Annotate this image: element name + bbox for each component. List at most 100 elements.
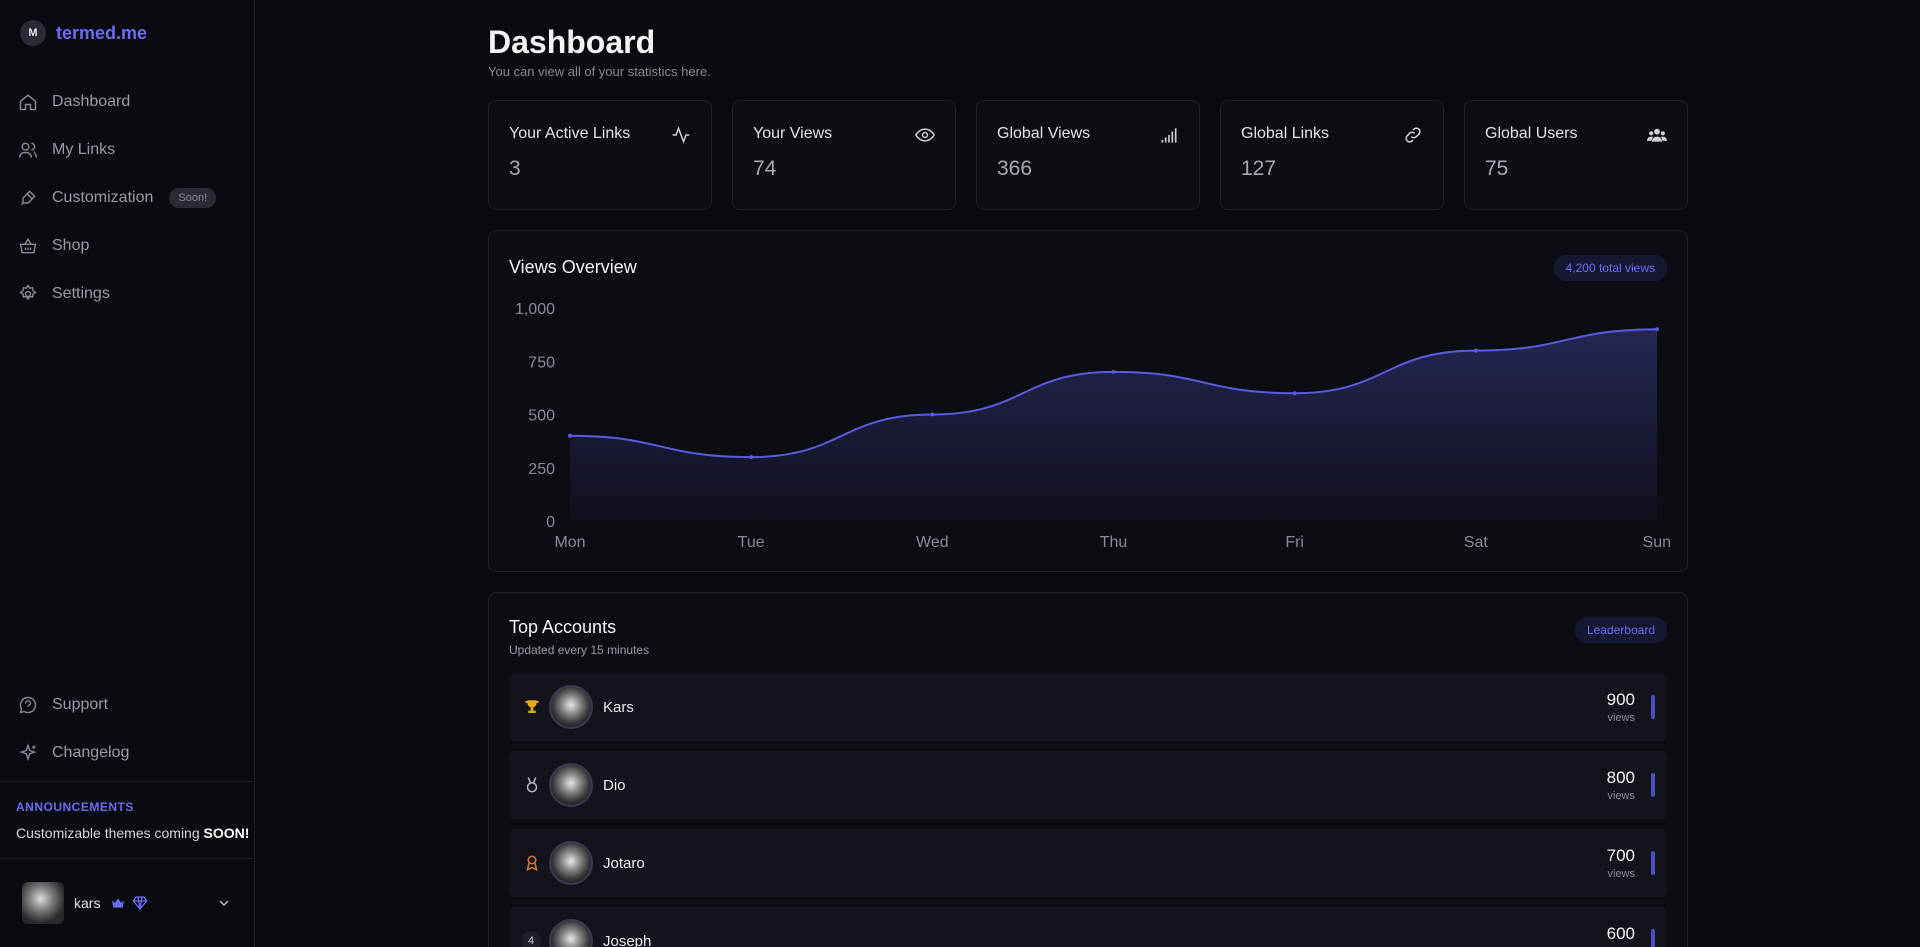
views-count: 800 xyxy=(1606,768,1635,787)
chart-point-tue[interactable] xyxy=(749,455,754,460)
sparkle-icon xyxy=(19,743,37,762)
chart-point-sat[interactable] xyxy=(1473,348,1478,353)
account-name: Dio xyxy=(603,776,626,794)
crown-icon xyxy=(112,898,125,908)
x-tick-label-mon: Mon xyxy=(554,534,585,551)
sidebar-item-dashboard[interactable]: Dashboard xyxy=(18,78,238,126)
stats-row: Your Active Links 3 Your Views 74 Global… xyxy=(488,100,1688,210)
stat-value: 366 xyxy=(997,157,1033,180)
views-label: views xyxy=(1607,790,1635,802)
user-name: kars xyxy=(74,895,101,911)
avatar xyxy=(549,685,593,729)
sidebar-item-label: Changelog xyxy=(52,744,130,761)
stat-card-global-users: Global Users 75 xyxy=(1464,100,1688,210)
sidebar-item-settings[interactable]: Settings xyxy=(18,270,238,318)
home-icon xyxy=(19,94,37,111)
y-tick-label: 500 xyxy=(528,408,555,425)
sidebar-item-label: Shop xyxy=(52,237,90,254)
sidebar-nav: Dashboard My Links Customization Soon! S… xyxy=(18,78,238,318)
x-tick-label-fri: Fri xyxy=(1285,534,1304,551)
x-tick-label-sat: Sat xyxy=(1464,534,1489,551)
gem-icon xyxy=(132,896,148,911)
chevron-down-icon[interactable] xyxy=(216,895,232,911)
avatar xyxy=(549,763,593,807)
views-overview-title: Views Overview xyxy=(509,257,637,277)
list-item[interactable]: 4 Joseph 600 views xyxy=(509,907,1667,947)
views-chart: 0 250 500 750 1,000 Mon Tue Wed Thu Fri Sat Sun xyxy=(515,301,1671,551)
avatar xyxy=(549,841,593,885)
list-item[interactable]: Dio 800 views xyxy=(509,751,1667,819)
brand-name: termed.me xyxy=(56,22,148,43)
account-name: Jotaro xyxy=(603,854,645,872)
views-label: views xyxy=(1607,712,1635,724)
chart-point-fri[interactable] xyxy=(1292,391,1297,396)
chart-point-wed[interactable] xyxy=(930,412,935,417)
views-overview-card: Views Overview 4,200 total views 0 250 500… xyxy=(488,230,1688,572)
sidebar-item-changelog[interactable]: Changelog xyxy=(18,729,238,777)
avatar xyxy=(549,919,593,947)
sidebar: M termed.me Dashboard My Links Customiza… xyxy=(0,0,255,947)
stat-label: Global Views xyxy=(997,125,1091,142)
stat-value: 75 xyxy=(1485,157,1509,180)
list-item[interactable]: Kars 900 views xyxy=(509,673,1667,741)
y-tick-label: 1,000 xyxy=(515,301,555,318)
sidebar-item-support[interactable]: Support xyxy=(18,681,238,729)
x-tick-label-wed: Wed xyxy=(916,534,949,551)
top-accounts-card: Top Accounts Updated every 15 minutes Le… xyxy=(488,592,1688,947)
account-name: Joseph xyxy=(603,932,652,947)
user-badges xyxy=(110,895,148,911)
stat-label: Your Active Links xyxy=(509,125,631,142)
y-tick-label: 250 xyxy=(528,461,555,478)
signal-icon xyxy=(1161,128,1177,143)
announcement-text-bold: SOON! xyxy=(203,825,250,841)
chart-point-sun[interactable] xyxy=(1655,327,1659,332)
stat-label: Your Views xyxy=(753,125,833,142)
leaderboard-button[interactable]: Leaderboard xyxy=(1574,617,1667,643)
top-accounts-title: Top Accounts xyxy=(509,617,617,637)
list-item[interactable]: Jotaro 700 views xyxy=(509,829,1667,897)
account-views: 700 views xyxy=(1607,846,1635,880)
page-subtitle: You can view all of your statistics here… xyxy=(488,64,711,79)
rank-bar xyxy=(1651,929,1655,947)
basket-icon xyxy=(19,238,37,254)
chat-icon xyxy=(19,696,37,714)
users-icon xyxy=(18,142,38,158)
activity-icon xyxy=(672,126,690,144)
medal-icon xyxy=(526,777,538,793)
link-icon xyxy=(1405,127,1421,143)
announcements-text: Customizable themes coming SOON! xyxy=(16,825,249,841)
total-views-badge: 4,200 total views xyxy=(1553,255,1667,281)
chart-point-mon[interactable] xyxy=(568,433,572,438)
announcement-text-pre: Customizable themes coming xyxy=(16,825,204,841)
sidebar-item-my-links[interactable]: My Links xyxy=(18,126,238,174)
x-tick-label-sun: Sun xyxy=(1643,534,1671,551)
sidebar-item-shop[interactable]: Shop xyxy=(18,222,238,270)
sidebar-divider xyxy=(0,858,255,859)
sidebar-item-customization[interactable]: Customization Soon! xyxy=(18,174,238,222)
sidebar-item-label: Dashboard xyxy=(52,93,131,110)
account-views: 600 views xyxy=(1607,924,1635,947)
sidebar-item-label: My Links xyxy=(52,141,116,158)
announcements-title: ANNOUNCEMENTS xyxy=(16,800,134,814)
account-name: Kars xyxy=(603,698,634,716)
stat-label: Global Links xyxy=(1241,125,1330,142)
stat-card-your-views: Your Views 74 xyxy=(732,100,956,210)
trophy-icon xyxy=(525,700,539,713)
sidebar-item-label: Customization xyxy=(52,189,154,206)
top-accounts-subtitle: Updated every 15 minutes xyxy=(509,643,650,657)
chart-area xyxy=(570,329,1657,521)
user-menu[interactable]: kars xyxy=(22,882,232,924)
sidebar-bottom-nav: Support Changelog xyxy=(18,681,238,777)
rank-bar xyxy=(1651,695,1655,719)
x-tick-label-tue: Tue xyxy=(738,534,765,551)
sidebar-item-label: Support xyxy=(52,696,109,713)
stat-label: Global Users xyxy=(1485,125,1578,142)
chart-point-thu[interactable] xyxy=(1111,369,1116,374)
views-count: 900 xyxy=(1606,690,1635,709)
brand[interactable]: M termed.me xyxy=(20,18,147,48)
rank-number: 4 xyxy=(521,931,541,947)
stat-card-global-links: Global Links 127 xyxy=(1220,100,1444,210)
award-icon xyxy=(526,855,538,872)
rank-bar xyxy=(1651,851,1655,875)
brand-logo-icon: M xyxy=(20,20,46,46)
